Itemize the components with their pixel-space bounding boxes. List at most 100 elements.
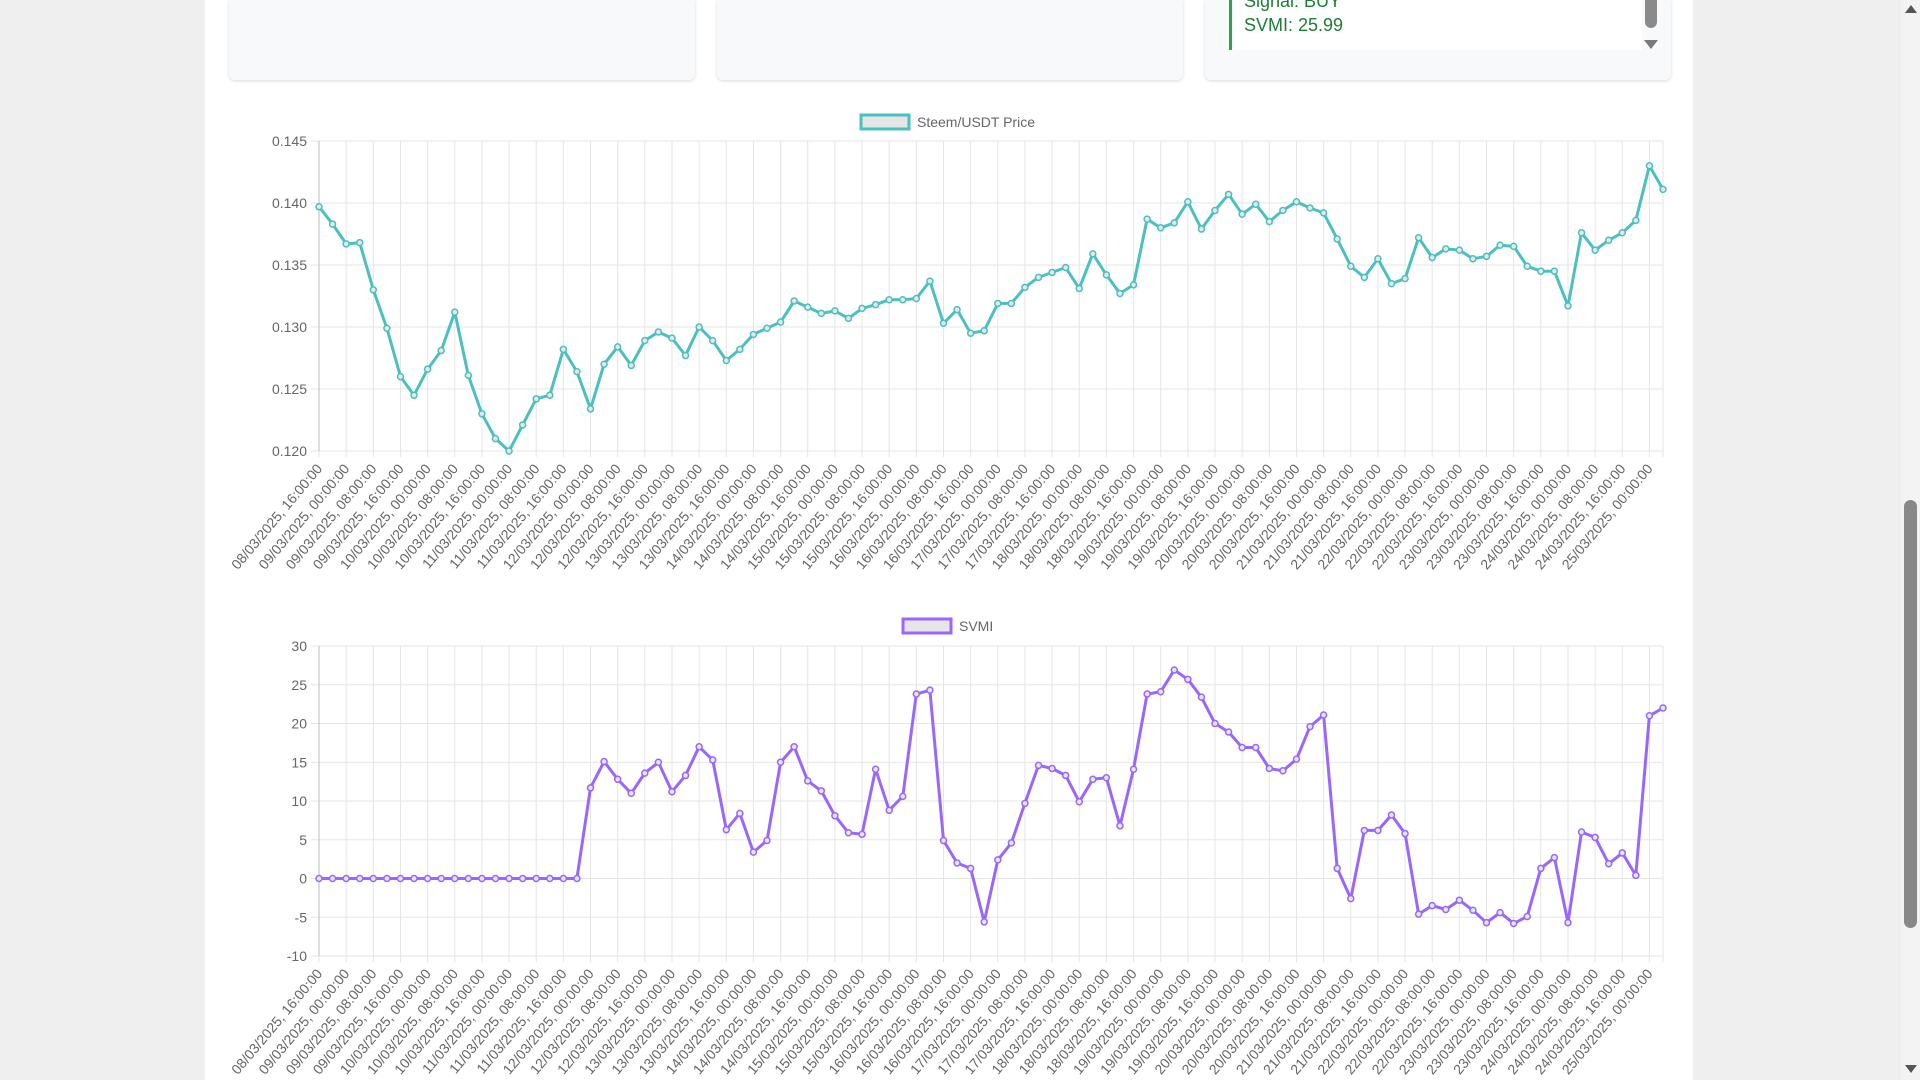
svmi-data-point[interactable] (831, 811, 839, 820)
svmi-data-point[interactable] (1156, 687, 1165, 696)
svmi-data-point[interactable] (722, 825, 731, 834)
price-data-point[interactable] (1577, 229, 1586, 237)
svmi-data-point[interactable] (491, 874, 500, 883)
price-data-point[interactable] (518, 421, 527, 429)
price-data-point[interactable] (383, 324, 391, 332)
price-data-point[interactable] (1116, 289, 1124, 298)
svmi-data-point[interactable] (749, 848, 758, 856)
svmi-data-point[interactable] (1251, 743, 1260, 752)
scroll-down-arrow-icon[interactable] (1644, 40, 1658, 49)
price-data-point[interactable] (328, 220, 337, 228)
price-data-point[interactable] (1496, 241, 1504, 249)
price-data-point[interactable] (980, 326, 988, 335)
price-data-point[interactable] (1550, 267, 1559, 275)
page-scrollbar-thumb[interactable] (1904, 500, 1917, 928)
svmi-data-point[interactable] (451, 874, 459, 883)
svmi-data-point[interactable] (1414, 910, 1423, 918)
price-data-point[interactable] (1102, 271, 1111, 279)
price-data-point[interactable] (1048, 268, 1056, 277)
svmi-data-point[interactable] (627, 789, 635, 797)
price-data-point[interactable] (1075, 284, 1083, 293)
price-data-point[interactable] (722, 356, 731, 365)
svmi-data-point[interactable] (1292, 755, 1301, 763)
price-data-point[interactable] (871, 300, 880, 309)
svmi-data-point[interactable] (342, 874, 350, 883)
svmi-data-point[interactable] (355, 874, 364, 883)
svmi-data-point[interactable] (437, 874, 445, 883)
svmi-data-point[interactable] (1279, 767, 1287, 775)
svmi-data-point[interactable] (1061, 771, 1070, 780)
svmi-data-point[interactable] (573, 874, 581, 883)
svmi-data-point[interactable] (1645, 712, 1654, 720)
price-data-point[interactable] (491, 434, 500, 443)
svmi-data-point[interactable] (668, 787, 676, 796)
svmi-data-point[interactable] (926, 686, 934, 694)
svmi-data-point[interactable] (790, 743, 798, 751)
signal-panel-scrollbar-thumb[interactable] (1645, 0, 1657, 28)
svmi-data-point[interactable] (1034, 761, 1043, 770)
price-data-point[interactable] (641, 336, 649, 345)
price-data-point[interactable] (451, 308, 459, 316)
svmi-data-point[interactable] (410, 874, 418, 883)
price-data-point[interactable] (803, 303, 812, 311)
svmi-data-point[interactable] (885, 806, 893, 815)
price-data-point[interactable] (1374, 255, 1382, 263)
price-data-point[interactable] (1360, 273, 1369, 282)
svmi-data-point[interactable] (1143, 690, 1151, 698)
price-data-point[interactable] (505, 447, 513, 455)
svmi-data-point[interactable] (518, 874, 527, 883)
price-data-point[interactable] (437, 346, 445, 355)
svmi-data-point[interactable] (546, 874, 554, 883)
price-data-point[interactable] (1279, 206, 1287, 215)
svmi-data-point[interactable] (1116, 822, 1124, 830)
price-data-point[interactable] (1387, 279, 1396, 288)
price-data-point[interactable] (1170, 219, 1179, 227)
price-data-point[interactable] (695, 323, 703, 331)
svmi-data-point[interactable] (505, 874, 513, 883)
svmi-data-point[interactable] (1632, 871, 1640, 880)
svmi-data-point[interactable] (871, 765, 880, 773)
price-data-point[interactable] (1659, 185, 1667, 194)
price-data-point[interactable] (1442, 245, 1450, 253)
price-data-point[interactable] (1143, 215, 1151, 223)
price-data-point[interactable] (1604, 236, 1613, 244)
svmi-data-point[interactable] (478, 874, 486, 883)
price-data-point[interactable] (1333, 235, 1341, 243)
price-data-point[interactable] (1428, 253, 1436, 262)
price-data-point[interactable] (355, 238, 364, 247)
price-data-point[interactable] (1211, 206, 1219, 215)
price-data-point[interactable] (885, 295, 893, 304)
svmi-data-point[interactable] (369, 874, 378, 883)
price-data-point[interactable] (899, 295, 907, 304)
svmi-data-point[interactable] (1333, 864, 1341, 873)
svmi-data-point[interactable] (1469, 906, 1477, 915)
price-data-point[interactable] (708, 336, 717, 345)
svmi-data-point[interactable] (328, 874, 337, 883)
price-data-point[interactable] (844, 314, 853, 323)
svmi-data-point[interactable] (912, 690, 921, 698)
price-data-point[interactable] (736, 345, 744, 354)
price-data-point[interactable] (1251, 200, 1260, 208)
price-data-point[interactable] (1238, 210, 1246, 218)
price-data-point[interactable] (627, 361, 635, 370)
svmi-data-point[interactable] (1075, 798, 1083, 806)
price-data-point[interactable] (369, 286, 378, 294)
svmi-data-point[interactable] (708, 756, 717, 764)
price-data-point[interactable] (342, 240, 350, 248)
svmi-data-point[interactable] (1374, 826, 1382, 835)
svmi-data-point[interactable] (1224, 728, 1233, 736)
price-data-point[interactable] (1021, 283, 1029, 292)
price-data-point[interactable] (559, 345, 568, 354)
price-data-point[interactable] (315, 202, 323, 211)
price-data-point[interactable] (1184, 198, 1192, 206)
svmi-data-point[interactable] (695, 743, 703, 751)
svmi-data-point[interactable] (1523, 912, 1531, 921)
svmi-data-point[interactable] (315, 874, 323, 883)
price-data-point[interactable] (478, 410, 486, 418)
price-data-point[interactable] (1265, 217, 1274, 226)
price-data-point[interactable] (1129, 281, 1138, 289)
price-data-point[interactable] (763, 324, 771, 332)
svmi-data-point[interactable] (1509, 919, 1518, 928)
svmi-data-point[interactable] (899, 792, 907, 801)
svmi-data-point[interactable] (423, 874, 432, 883)
